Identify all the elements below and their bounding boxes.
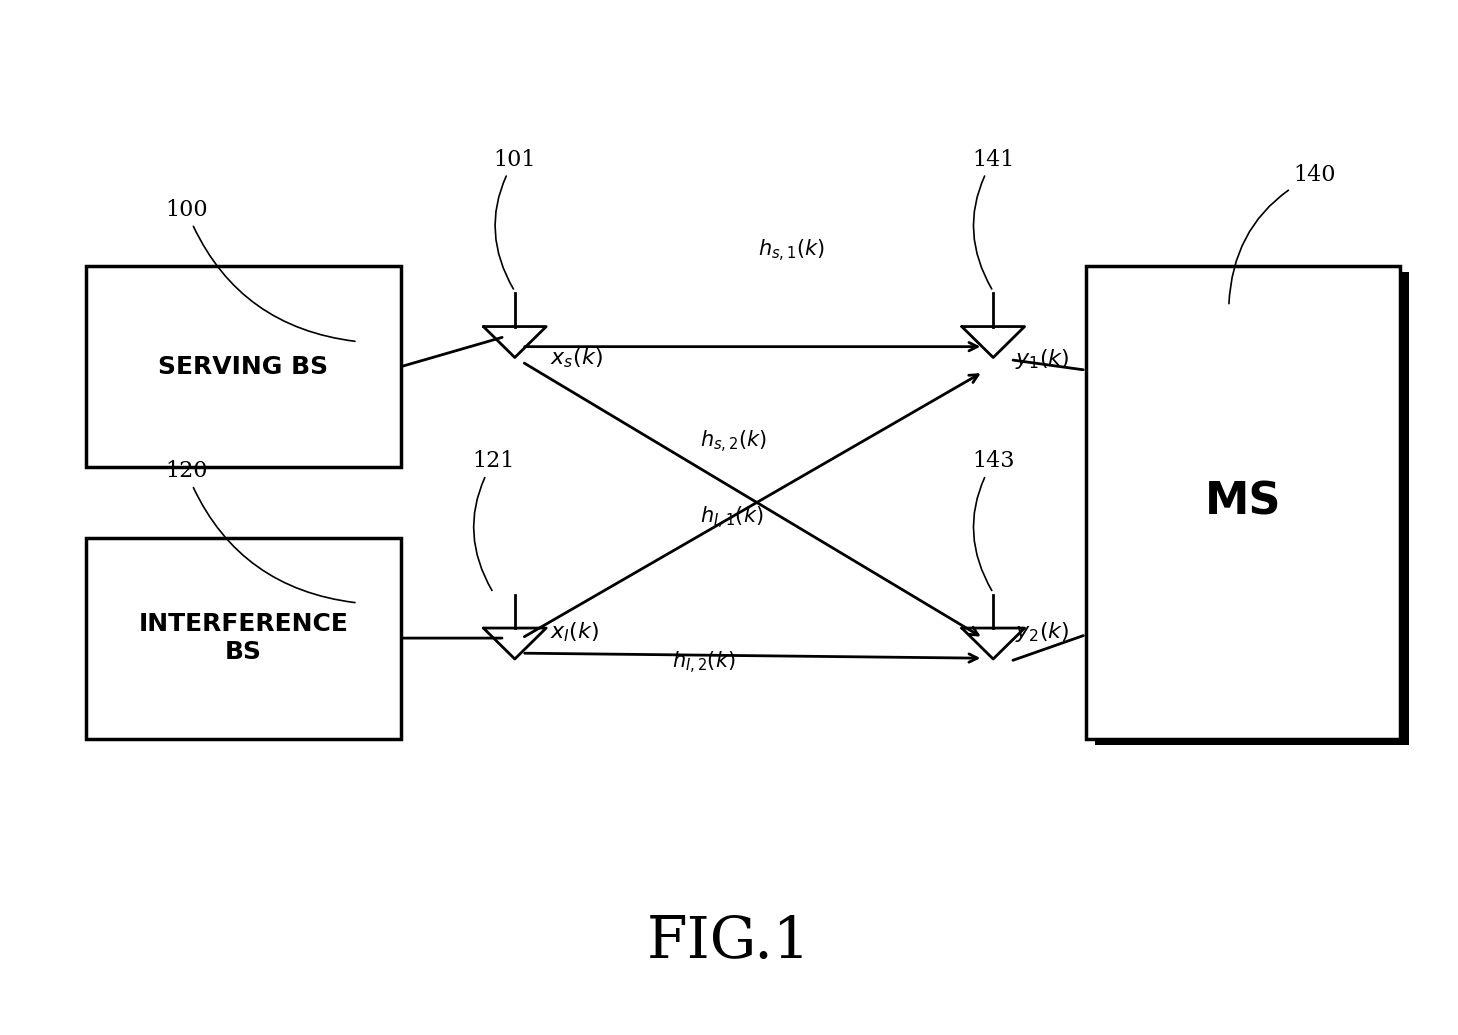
Text: $h_{I,2}(k)$: $h_{I,2}(k)$	[672, 650, 735, 676]
FancyBboxPatch shape	[86, 266, 401, 467]
Text: SERVING BS: SERVING BS	[159, 355, 328, 379]
Text: $y_1(k)$: $y_1(k)$	[1015, 347, 1069, 371]
Text: INTERFERENCE
BS: INTERFERENCE BS	[139, 612, 348, 664]
Text: 121: 121	[472, 450, 515, 591]
FancyBboxPatch shape	[1095, 272, 1408, 744]
Text: $h_{s,2}(k)$: $h_{s,2}(k)$	[700, 430, 767, 455]
FancyBboxPatch shape	[86, 537, 401, 739]
Text: $h_{s,1}(k)$: $h_{s,1}(k)$	[758, 238, 824, 264]
Text: FIG.1: FIG.1	[647, 914, 811, 970]
Text: 100: 100	[165, 199, 354, 342]
Text: 140: 140	[1229, 164, 1336, 303]
Text: $h_{I,1}(k)$: $h_{I,1}(k)$	[700, 504, 764, 531]
Text: 101: 101	[494, 149, 537, 289]
Text: $x_s(k)$: $x_s(k)$	[551, 347, 604, 371]
Text: MS: MS	[1204, 481, 1282, 524]
Text: 143: 143	[972, 450, 1015, 591]
Text: 141: 141	[972, 149, 1015, 289]
Text: $y_2(k)$: $y_2(k)$	[1015, 620, 1069, 644]
FancyBboxPatch shape	[1086, 266, 1400, 739]
Text: $x_I(k)$: $x_I(k)$	[551, 620, 599, 644]
Text: 120: 120	[165, 461, 354, 602]
